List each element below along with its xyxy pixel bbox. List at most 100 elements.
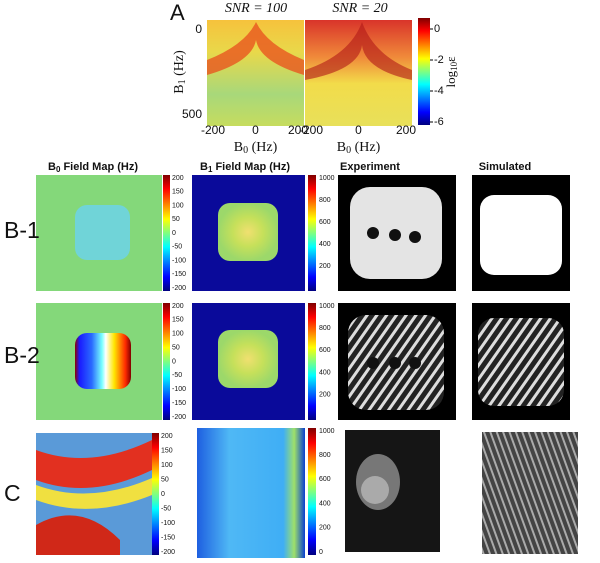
colorbar-tick-label: -150 [161,534,175,541]
colorbar-tick-label: 600 [319,476,331,483]
x-tick-label: 200 [396,123,416,137]
vial [389,229,401,241]
colorbar-tick-label: -150 [172,400,186,407]
colorbar-tick-label: -2 [434,54,444,66]
colorbar-tick-label: 200 [172,303,184,310]
colorbar-tick-label: 200 [319,392,331,399]
label-rest: (Hz) [248,140,277,155]
colorbar-tick-label: -100 [161,520,175,527]
colorbar-tick-label: 50 [161,476,169,483]
colorbar-tick-label: -150 [172,271,186,278]
colorbar-tick-label: 1000 [319,428,335,435]
row-b1-images [36,175,570,291]
label-main: B [172,84,187,93]
colorbar [163,303,170,420]
label-sub: 0 [56,165,61,174]
b0-object [75,333,131,389]
b0-band [36,515,120,555]
phantom [480,195,562,275]
vial [389,357,401,369]
subplot-title: SNR = 20 [332,1,387,16]
colorbar-tick-label: 150 [172,189,184,196]
colorbar-tick-label: -200 [172,285,186,292]
anatomy [361,476,389,504]
x-axis-label: B0 (Hz) [234,140,278,156]
colorbar-tick-label: 200 [161,433,173,440]
b1-map [197,428,305,558]
colorbar-tick-label: 400 [319,500,331,507]
label-main: B [48,161,56,173]
row-label: B-1 [4,217,40,243]
x-tick-label: 0 [355,123,362,137]
simulated-image [482,432,578,554]
colorbar-tick-label: 0 [319,549,323,556]
row-label: B-2 [4,342,40,368]
y-tick-label: 500 [182,107,202,121]
x-tick-label: -200 [299,123,323,137]
heatmap-ridge [305,22,412,80]
label-rest: Field Map (Hz) [212,161,290,173]
colorbar-tick-label: 400 [319,369,331,376]
colorbar-tick-label: 1000 [319,175,335,182]
colorbar-tick-label: 100 [172,331,184,338]
panel-a-maps [207,18,430,126]
label-rest: Field Map (Hz) [60,161,138,173]
colorbar-tick-label: -50 [161,505,171,512]
colorbar-tick-label: 50 [172,216,180,223]
colorbar-tick-label: 50 [172,344,180,351]
column-header: Experiment [340,161,400,173]
b1-object [218,203,278,261]
vial [367,357,379,369]
colorbar-tick-label: 150 [172,317,184,324]
colorbar-tick-label: -4 [434,85,444,97]
subplot-title: SNR = 100 [225,1,287,16]
label-rest: (Hz) [172,50,187,79]
colorbar-tick-label: 150 [161,447,173,454]
colorbar-tick-label: 200 [172,175,184,182]
vial [409,357,421,369]
y-tick-label: 0 [195,22,202,36]
b0-band [36,478,152,509]
x-axis-label: B0 (Hz) [337,140,381,156]
row-b2-images [36,303,570,420]
colorbar [163,175,170,291]
b1-object [218,330,278,388]
colorbar-tick-label: -200 [172,414,186,421]
colorbar-tick-label: 0 [172,358,176,365]
label-text: Experiment [340,161,400,173]
colorbar-tick-label: 200 [319,525,331,532]
colorbar-tick-label: 100 [172,202,184,209]
colorbar-tick-label: 800 [319,197,331,204]
label-main: B [337,140,346,155]
colorbar-tick-label: 0 [161,491,165,498]
colorbar-tick-label: 800 [319,325,331,332]
y-axis-label: B1 (Hz) [172,50,188,94]
column-header: Simulated [479,161,532,173]
label-rest: ε [443,56,458,62]
colorbar-tick-label: -100 [172,257,186,264]
label-rest: (Hz) [351,140,380,155]
colorbar-tick-label: 600 [319,347,331,354]
row-label: C [4,480,21,506]
colorbar-tick-label: 0 [172,230,176,237]
heatmap-ridge [207,22,304,75]
colorbar-tick-label: 400 [319,241,331,248]
colorbar-tick-label: -6 [434,116,444,128]
b0-band [36,440,152,488]
label-main: log [443,70,458,87]
label-sub: 0 [243,145,248,156]
colorbar-tick-label: 100 [161,462,173,469]
label-main: B [234,140,243,155]
x-tick-label: -200 [201,123,225,137]
column-header: B0 Field Map (Hz) [48,161,138,174]
colorbar-tick-label: 200 [319,263,331,270]
x-tick-label: 200 [288,123,308,137]
colorbar-tick-label: 0 [434,23,440,35]
b0-object [75,205,130,260]
colorbar [308,428,316,555]
panel-label: A [170,0,185,25]
colorbar-tick-label: -50 [172,244,182,251]
vial [409,231,421,243]
label-sub: 1 [177,79,188,84]
